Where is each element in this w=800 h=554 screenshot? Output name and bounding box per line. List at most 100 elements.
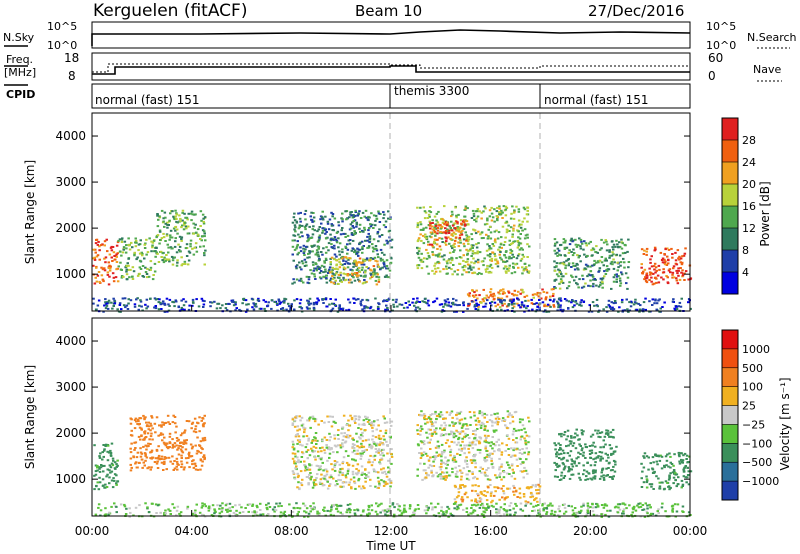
echo-cell [313,275,316,278]
echo-cell [606,474,609,476]
echo-cell [494,444,497,447]
echo-cell [589,274,592,277]
echo-cell [352,297,355,300]
echo-cell [433,431,437,434]
echo-cell [524,469,528,472]
echo-cell [509,248,512,251]
echo-cell [102,484,105,487]
echo-cell [383,263,386,266]
echo-cell [374,448,378,450]
echo-cell [493,301,497,304]
echo-cell [648,267,651,270]
echo-cell [379,429,382,432]
echo-cell [130,429,133,432]
echo-cell [196,468,200,471]
echo-cell [300,484,304,487]
echo-cell [526,305,529,308]
echo-cell [104,256,108,259]
echo-cell [353,420,356,423]
echo-cell [592,458,595,461]
echo-cell [456,411,459,414]
echo-cell [519,458,522,460]
echo-cell [584,446,588,448]
echo-cell [118,238,122,241]
echo-cell [432,246,435,249]
echo-cell [125,507,128,510]
echo-cell [97,503,101,506]
echo-cell [567,285,571,288]
echo-cell [559,446,562,449]
echo-cell [566,435,570,438]
echo-cell [579,247,583,250]
echo-cell [657,455,661,458]
echo-cell [490,501,493,504]
echo-cell [642,508,646,511]
echo-cell [519,470,522,473]
echo-cell [104,298,107,301]
echo-cell [437,446,440,449]
echo-cell [493,252,496,255]
echo-cell [380,234,384,236]
echo-cell [496,260,499,263]
echo-cell [565,299,568,302]
echo-cell [277,299,281,302]
echo-cell [423,210,427,213]
echo-cell [370,422,373,425]
echo-cell [161,302,165,305]
echo-cell [452,297,455,300]
echo-cell [567,262,571,265]
echo-cell [434,254,438,257]
echo-cell [167,251,170,254]
echo-cell [505,220,508,223]
echo-cell [479,427,483,429]
echo-cell [556,251,559,254]
echo-cell [582,268,586,271]
echo-cell [369,478,372,481]
echo-cell [468,265,472,268]
echo-cell [416,468,419,471]
echo-cell [357,427,360,429]
echo-cell [145,307,148,310]
echo-cell [145,448,148,451]
echo-cell [523,310,526,313]
echo-cell [328,432,331,435]
echo-cell [504,208,508,211]
echo-cell [558,253,561,256]
echo-cell [201,417,205,420]
echo-cell [677,257,680,260]
echo-cell [96,304,100,307]
echo-cell [428,227,432,230]
echo-cell [421,414,424,417]
echo-cell [501,292,505,295]
echo-cell [164,259,167,262]
echo-cell [360,473,364,476]
echo-cell [390,420,394,423]
echo-cell [512,490,515,493]
echo-cell [335,445,338,448]
echo-cell [442,477,445,480]
echo-cell [193,462,197,465]
echo-cell [172,414,175,417]
echo-cell [413,509,417,512]
echo-cell [626,250,629,253]
echo-cell [604,257,607,260]
echo-cell [372,309,375,312]
echo-cell [471,289,474,292]
echo-cell [514,502,517,505]
echo-cell [451,471,454,474]
echo-cell [139,239,142,242]
echo-cell [292,472,295,475]
echo-cell [341,248,344,251]
echo-cell [416,297,419,300]
echo-cell [136,274,140,277]
echo-cell [649,273,652,276]
echo-cell [522,255,526,258]
echo-cell [254,513,257,516]
echo-cell [351,225,354,227]
echo-cell [600,431,604,434]
echo-cell [159,433,162,436]
echo-cell [494,417,498,420]
echo-cell [159,432,163,435]
echo-cell [428,432,431,435]
echo-cell [428,210,431,213]
